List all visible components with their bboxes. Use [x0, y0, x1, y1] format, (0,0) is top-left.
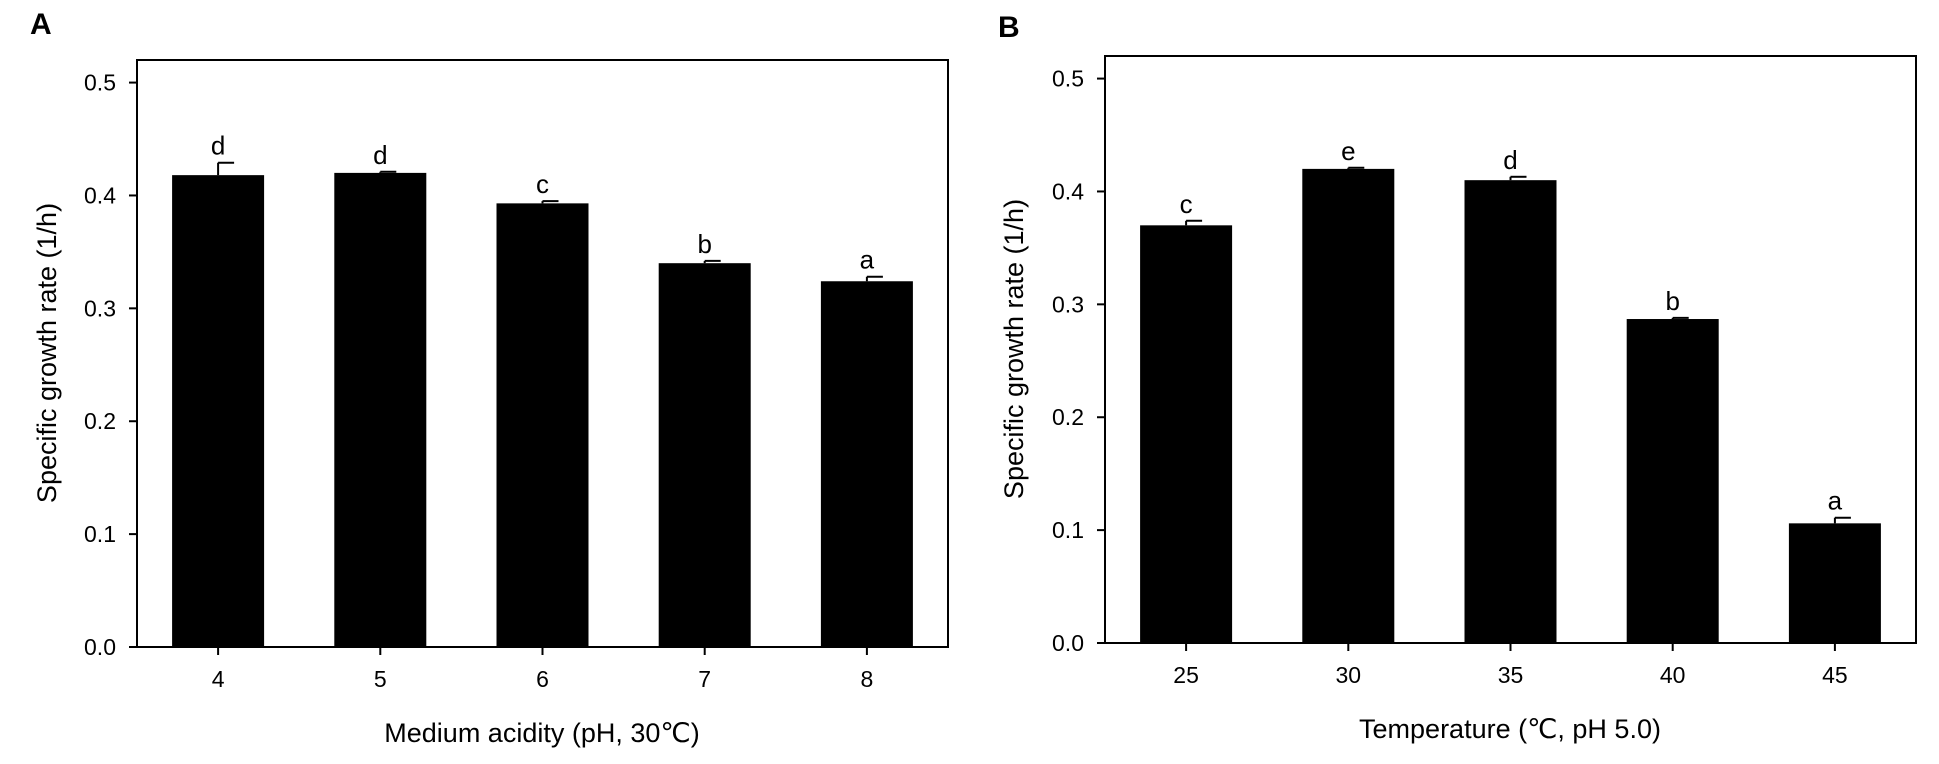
- y-tick-label: 0.1: [84, 521, 116, 547]
- x-tick-label: 7: [698, 666, 711, 692]
- significance-letter: d: [373, 140, 387, 170]
- y-tick-label: 0.5: [84, 70, 116, 96]
- significance-letter: a: [1828, 486, 1843, 516]
- significance-letter: c: [1180, 189, 1193, 219]
- x-tick-label: 6: [536, 666, 549, 692]
- y-tick-label: 0.3: [84, 295, 116, 321]
- y-tick-label: 0.4: [84, 182, 116, 208]
- bar: [1626, 319, 1719, 643]
- bar: [1464, 180, 1557, 643]
- bar: [172, 175, 265, 647]
- panel-label: A: [30, 8, 52, 41]
- significance-letter: d: [1503, 145, 1517, 175]
- significance-letter: b: [1665, 286, 1679, 316]
- chart-panel-b: B Specific growth rate (1/h) Temperature…: [998, 11, 1917, 744]
- significance-letter: d: [211, 131, 225, 161]
- significance-letter: c: [536, 169, 549, 199]
- bar: [1302, 168, 1395, 643]
- y-tick-label: 0.1: [1052, 517, 1084, 543]
- x-tick-label: 25: [1173, 662, 1199, 688]
- y-tick-label: 0.5: [1052, 66, 1084, 92]
- x-tick-label: 40: [1660, 662, 1686, 688]
- bar-marks: 0.0 0.1 0.2 0.3 0.4 0.5 c 25 e 30 d 35 b 40 a 45: [1052, 66, 1881, 688]
- x-tick-label: 30: [1336, 662, 1362, 688]
- x-axis-label: Medium acidity (pH, 30℃): [384, 718, 699, 748]
- bar: [658, 263, 751, 647]
- y-tick-label: 0.4: [1052, 178, 1084, 204]
- y-tick-label: 0.0: [1052, 630, 1084, 656]
- y-axis-label: Specific growth rate (1/h): [32, 203, 62, 503]
- significance-letter: a: [860, 245, 875, 275]
- panel-label: B: [998, 11, 1020, 44]
- y-tick-label: 0.0: [84, 634, 116, 660]
- y-axis-label: Specific growth rate (1/h): [999, 199, 1029, 499]
- chart-panel-a: A Specific growth rate (1/h) Medium acid…: [30, 8, 949, 748]
- bar: [1788, 523, 1881, 643]
- x-tick-label: 4: [212, 666, 225, 692]
- x-axis-label: Temperature (℃, pH 5.0): [1359, 714, 1661, 744]
- x-tick-label: 5: [374, 666, 387, 692]
- y-tick-label: 0.2: [1052, 404, 1084, 430]
- bar-marks: 0.0 0.1 0.2 0.3 0.4 0.5 d 4 d 5 c 6 b 7 a 8: [84, 70, 913, 692]
- y-tick-label: 0.3: [1052, 291, 1084, 317]
- bar: [820, 281, 913, 647]
- y-tick-label: 0.2: [84, 408, 116, 434]
- bar: [496, 203, 589, 647]
- significance-letter: b: [697, 229, 711, 259]
- bar: [334, 172, 427, 647]
- x-tick-label: 8: [861, 666, 874, 692]
- x-tick-label: 35: [1498, 662, 1524, 688]
- x-tick-label: 45: [1822, 662, 1848, 688]
- bar: [1140, 225, 1233, 644]
- significance-letter: e: [1341, 136, 1355, 166]
